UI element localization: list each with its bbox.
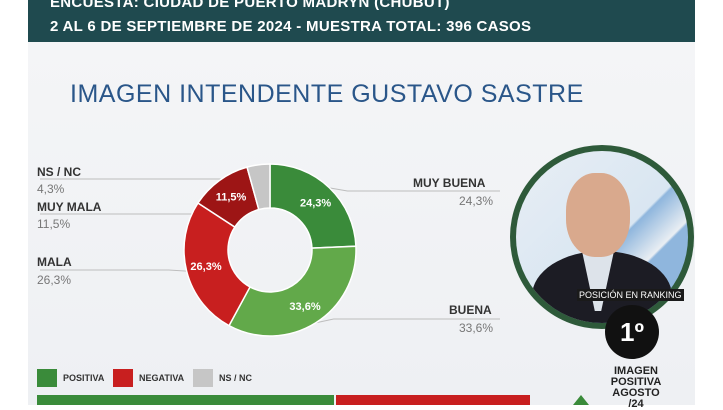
slice-ns-nc [246,163,271,211]
chart-title: IMAGEN INTENDENTE GUSTAVO SASTRE [70,80,584,108]
legend-swatch-negativa [113,369,133,387]
slice-value-label: 26,3% [190,261,221,273]
survey-dates-sample: 2 AL 6 DE SEPTIEMBRE DE 2024 - MUESTRA T… [50,18,532,35]
legend-label-nsnc: NS / NC [219,373,253,383]
legend-nsnc: NS / NC [193,369,252,387]
legend-negativa: NEGATIVA [113,369,184,387]
ranking-subtitle: IMAGEN POSITIVA AGOSTO /24 [604,366,668,410]
label-nsnc-value: 4,3% [37,182,65,196]
slice-buena [228,245,357,337]
label-buena-name: BUENA [449,303,492,317]
ranking-line1: IMAGEN [614,365,658,377]
slice-mala [183,201,252,327]
label-muymala-name: MUY MALA [37,200,102,214]
survey-header: ENCUESTA: CIUDAD DE PUERTO MADRYN (CHUBU… [28,0,695,42]
portrait-head [566,173,630,257]
legend-label-positiva: POSITIVA [63,373,105,383]
survey-location: ENCUESTA: CIUDAD DE PUERTO MADRYN (CHUBU… [50,0,450,11]
ranking-line2: POSITIVA [610,376,662,388]
slice-value-label: 11,5% [216,192,247,204]
green-arrow-icon [573,395,589,405]
bar-positiva [37,395,334,405]
ranking-caption: POSICIÓN EN RANKING [577,289,684,301]
label-mala-name: MALA [37,255,72,269]
slice-muy-buena [269,163,357,249]
label-nsnc-name: NS / NC [37,165,82,179]
ranking-badge: 1º [605,305,659,359]
leader-line [40,269,187,272]
legend-swatch-positiva [37,369,57,387]
label-muybuena-value: 24,3% [459,194,494,208]
mayor-portrait [510,145,694,329]
legend-label-negativa: NEGATIVA [139,373,185,383]
bar-negativa [336,395,530,405]
slice-value-label: 33,6% [289,301,320,313]
ranking-line3: AGOSTO /24 [612,387,660,410]
label-muybuena-name: MUY BUENA [413,176,486,190]
label-buena-value: 33,6% [459,321,494,335]
label-muymala-value: 11,5% [37,217,71,231]
leader-line [329,187,500,192]
legend-positiva: POSITIVA [37,369,104,387]
slice-value-label: 24,3% [300,197,331,209]
right-margin [695,0,723,405]
leader-line [315,318,500,324]
legend-swatch-nsnc [193,369,213,387]
left-margin [0,0,28,405]
label-mala-value: 26,3% [37,273,72,287]
